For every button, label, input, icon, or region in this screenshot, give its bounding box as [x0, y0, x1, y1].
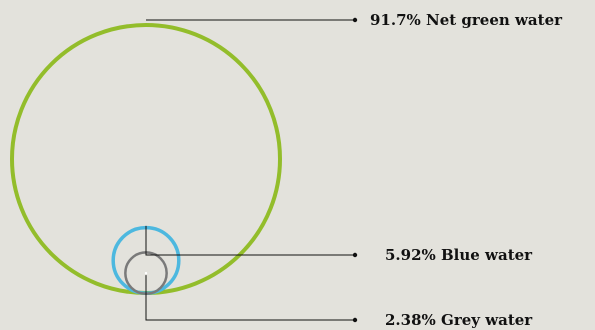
leader-endpoint-net-green-water: [352, 17, 358, 23]
leader-line-blue-water: [145, 225, 355, 256]
grey-circle-center-dot: [144, 271, 148, 275]
leader-endpoint-blue-water: [352, 252, 358, 258]
label-blue-water: 5.92% Blue water: [385, 246, 533, 264]
label-grey-water: 2.38% Grey water: [385, 311, 533, 329]
leader-lines-layer: [145, 17, 358, 323]
label-net-green-water: 91.7% Net green water: [370, 11, 563, 29]
labels-layer: 91.7% Net green water 5.92% Blue water 2…: [370, 11, 563, 329]
leader-endpoint-grey-water: [352, 317, 358, 323]
leader-line-grey-water: [145, 275, 355, 321]
